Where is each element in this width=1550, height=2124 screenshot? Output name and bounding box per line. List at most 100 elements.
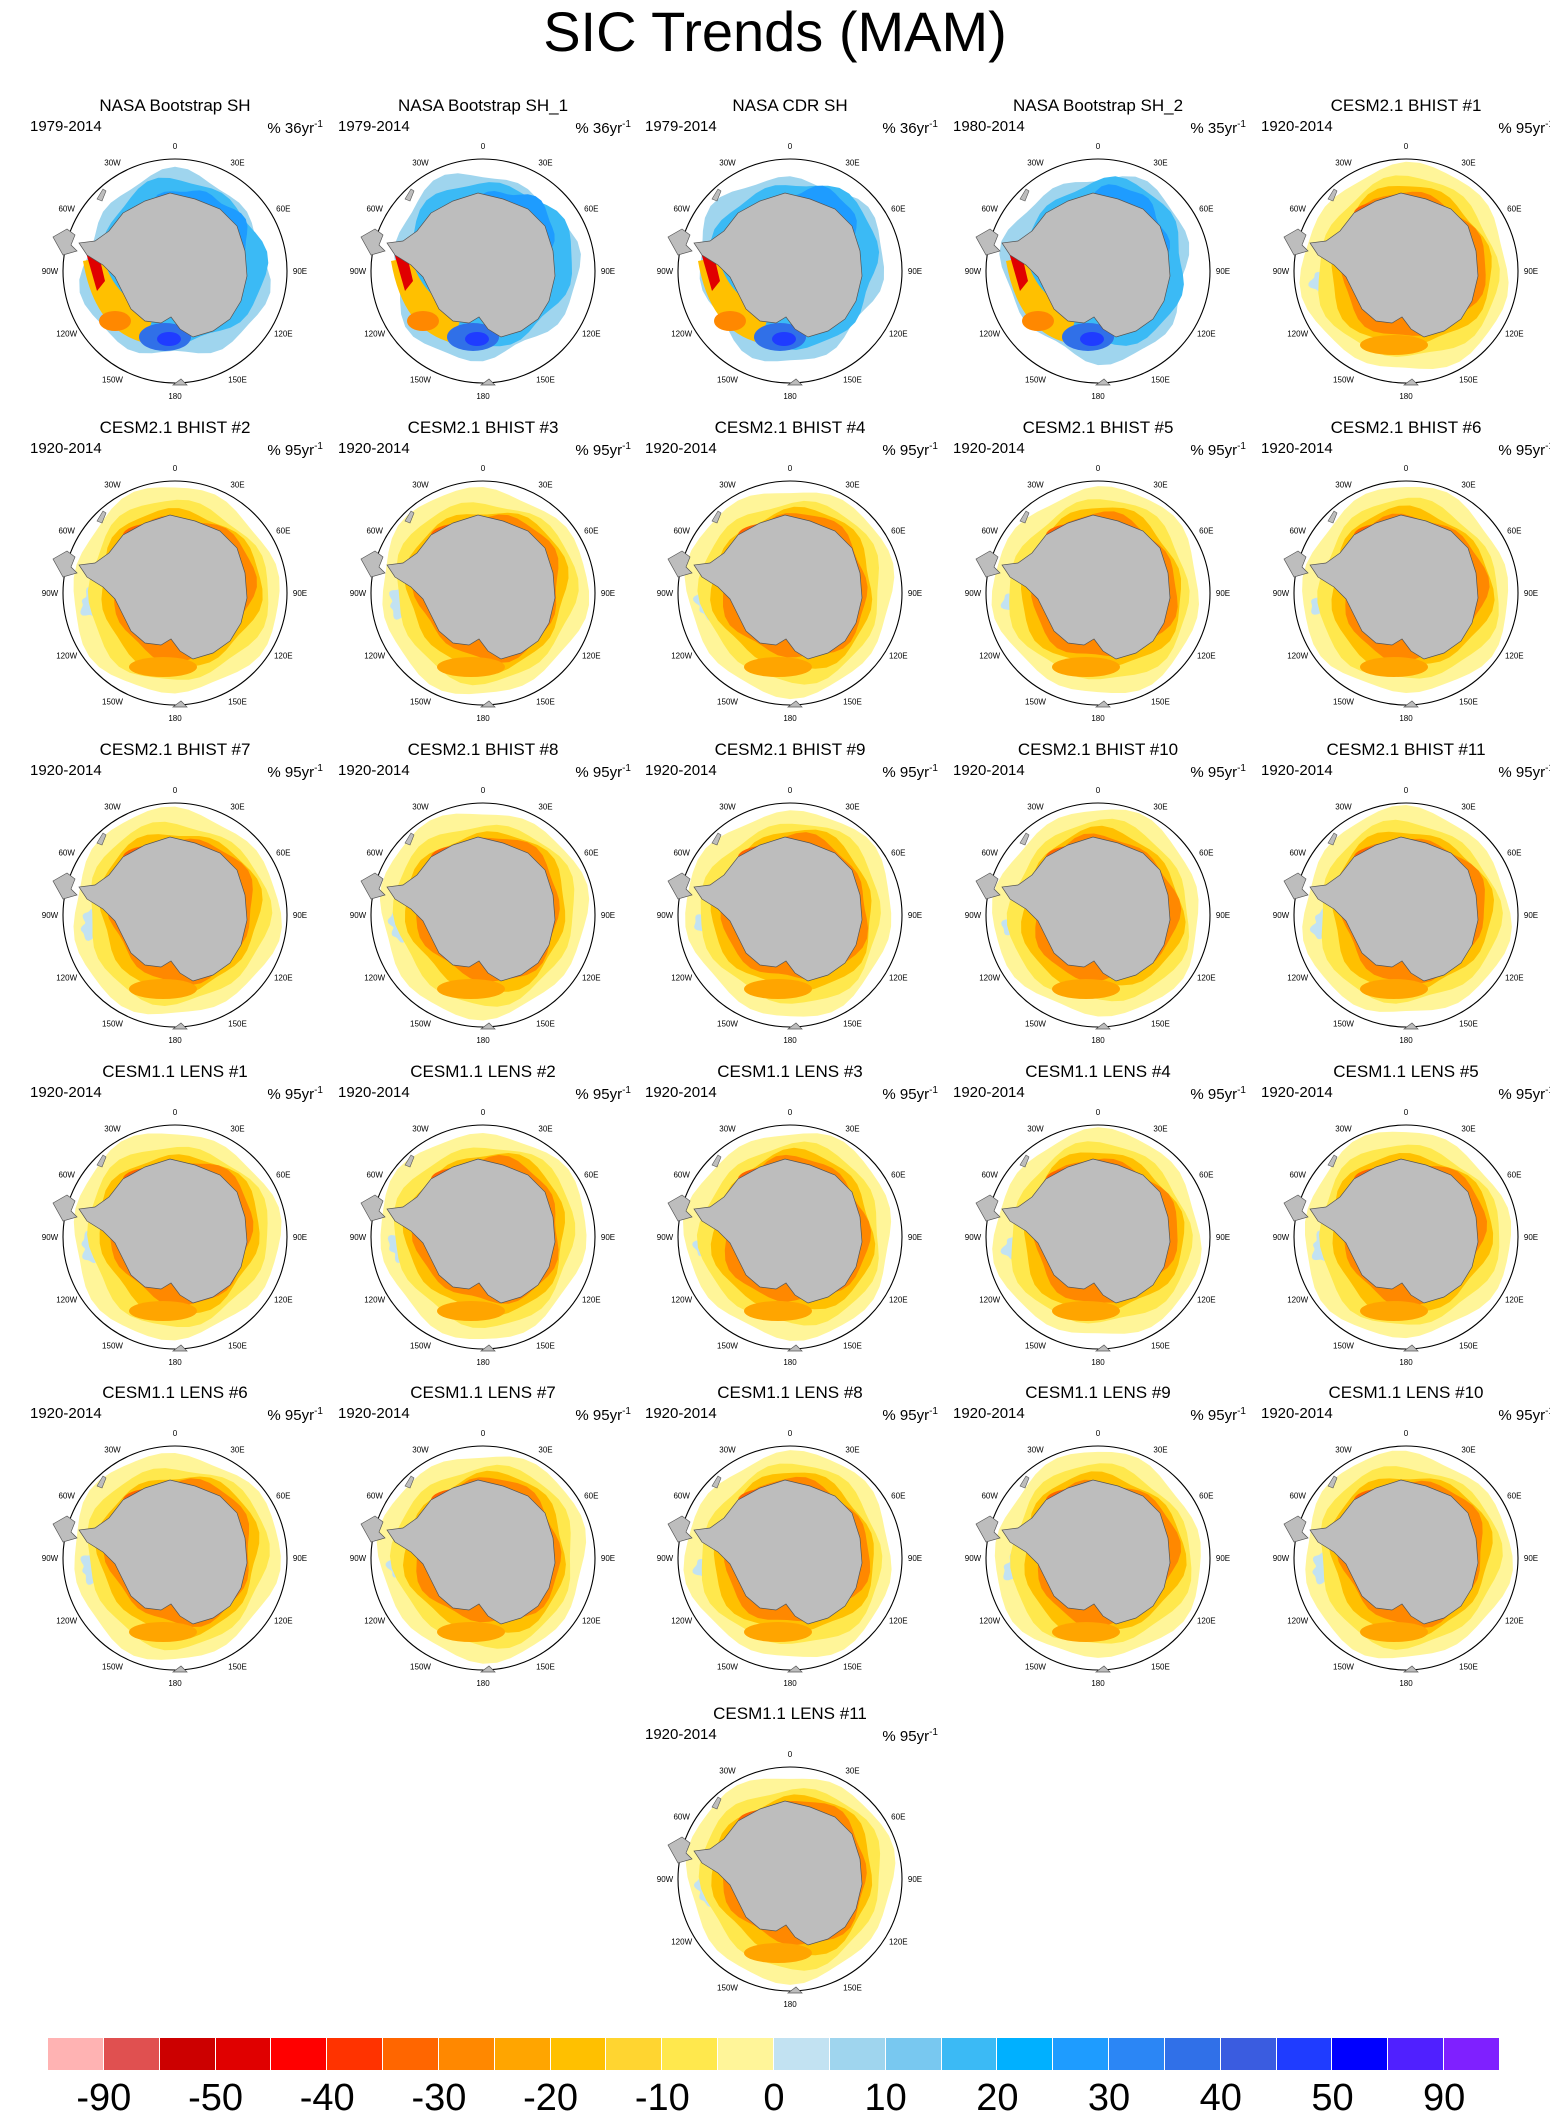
longitude-label: 180 — [476, 1036, 490, 1045]
panel-title: NASA Bootstrap SH_1 — [397, 96, 569, 115]
map-panel: 0 30E 60E 90E 120E 150E 180 150W 120W 90W 60W 30W CE… — [640, 1062, 940, 1367]
panel-units: % 95yr-1 — [575, 1406, 631, 1424]
colorbar-label: 0 — [763, 2077, 785, 2119]
new-zealand-landmass — [479, 1022, 496, 1030]
longitude-label: 180 — [168, 1036, 182, 1045]
antarctica-landmass — [1001, 192, 1171, 338]
panel-units: % 95yr-1 — [575, 441, 631, 459]
panel-units: % 95yr-1 — [1498, 441, 1550, 459]
falkland-islands — [1327, 1154, 1338, 1168]
map-panel: 0 30E 60E 90E 120E 150E 180 150W 120W 90W 60W 30W CE… — [1256, 96, 1550, 401]
polar-map: 0 30E 60E 90E 120E 150E 180 150W 120W 90W 60W 30W — [657, 1429, 922, 1688]
longitude-label: 30E — [1461, 1125, 1475, 1134]
longitude-label: 120E — [1505, 1617, 1524, 1626]
longitude-label: 30E — [1461, 803, 1475, 812]
new-zealand-landmass — [786, 700, 803, 708]
polar-map: 0 30E 60E 90E 120E 150E 180 150W 120W 90W 60W 30W — [350, 464, 615, 723]
south-america-landmass — [360, 872, 386, 900]
panel-years: 1920-2014 — [338, 1405, 410, 1422]
longitude-label: 0 — [788, 786, 793, 795]
map-panel: 0 30E 60E 90E 120E 150E 180 150W 120W 90W 60W 30W CE… — [1256, 1383, 1550, 1688]
longitude-label: 180 — [476, 392, 490, 401]
antarctica-landmass — [1001, 514, 1171, 660]
longitude-label: 120W — [1287, 1617, 1308, 1626]
longitude-label: 120W — [979, 1296, 1000, 1305]
colorbar-swatch — [773, 2038, 830, 2070]
panel-title: CESM1.1 LENS #1 — [102, 1062, 248, 1081]
colorbar-label: -90 — [76, 2077, 132, 2119]
falkland-islands — [404, 1154, 415, 1168]
longitude-label: 90W — [350, 1233, 367, 1242]
longitude-label: 60W — [1289, 527, 1306, 536]
longitude-label: 0 — [788, 1750, 793, 1759]
longitude-label: 90E — [1216, 1554, 1230, 1563]
longitude-label: 0 — [173, 464, 178, 473]
longitude-label: 90E — [601, 267, 615, 276]
longitude-label: 90W — [1273, 1233, 1290, 1242]
antarctica-landmass — [386, 192, 556, 338]
longitude-label: 120E — [582, 1296, 601, 1305]
longitude-label: 60W — [58, 527, 75, 536]
south-america-landmass — [975, 1194, 1001, 1222]
polar-map: 0 30E 60E 90E 120E 150E 180 150W 120W 90W 60W 30W — [1273, 786, 1538, 1045]
longitude-label: 30W — [1335, 481, 1352, 490]
longitude-label: 120E — [274, 1617, 293, 1626]
longitude-label: 60W — [981, 1171, 998, 1180]
longitude-label: 150W — [1333, 1019, 1354, 1028]
longitude-label: 180 — [1091, 1358, 1105, 1367]
longitude-label: 0 — [481, 142, 486, 151]
longitude-label: 180 — [476, 1679, 490, 1688]
longitude-label: 60E — [1199, 849, 1213, 858]
longitude-label: 60W — [981, 527, 998, 536]
falkland-islands — [1327, 1475, 1338, 1489]
longitude-label: 180 — [476, 1358, 490, 1367]
south-america-landmass — [667, 550, 693, 578]
longitude-label: 0 — [173, 1108, 178, 1117]
longitude-label: 30E — [230, 1125, 244, 1134]
longitude-label: 90W — [42, 911, 59, 920]
longitude-label: 180 — [168, 1679, 182, 1688]
south-america-landmass — [52, 872, 78, 900]
antarctica-landmass — [1309, 514, 1479, 660]
longitude-label: 90W — [42, 1554, 59, 1563]
longitude-label: 30W — [1335, 159, 1352, 168]
longitude-label: 150W — [717, 1019, 738, 1028]
longitude-label: 0 — [173, 142, 178, 151]
longitude-label: 90E — [601, 1554, 615, 1563]
longitude-label: 0 — [1096, 464, 1101, 473]
longitude-label: 120E — [889, 974, 908, 983]
polar-map: 0 30E 60E 90E 120E 150E 180 150W 120W 90W 60W 30W — [965, 1108, 1230, 1367]
panel-title: CESM1.1 LENS #10 — [1328, 1383, 1484, 1402]
colorbar-label: 30 — [1087, 2077, 1131, 2119]
longitude-label: 120E — [1505, 1296, 1524, 1305]
longitude-label: 120E — [582, 652, 601, 661]
longitude-label: 90W — [965, 911, 982, 920]
panel-units: % 95yr-1 — [1190, 763, 1246, 781]
longitude-label: 60W — [366, 849, 383, 858]
longitude-label: 60W — [1289, 1171, 1306, 1180]
polar-map: 0 30E 60E 90E 120E 150E 180 150W 120W 90W 60W 30W — [657, 1108, 922, 1367]
new-zealand-landmass — [1402, 700, 1419, 708]
antarctica-landmass — [386, 514, 556, 660]
longitude-label: 0 — [788, 1108, 793, 1117]
longitude-label: 30W — [1027, 1446, 1044, 1455]
panel-units: % 36yr-1 — [882, 119, 938, 137]
longitude-label: 120W — [364, 974, 385, 983]
panel-years: 1920-2014 — [1261, 440, 1333, 457]
south-america-landmass — [52, 1515, 78, 1543]
longitude-label: 120E — [582, 974, 601, 983]
longitude-label: 60W — [981, 849, 998, 858]
south-america-landmass — [52, 1194, 78, 1222]
map-panel: 0 30E 60E 90E 120E 150E 180 150W 120W 90W 60W 30W CE… — [640, 418, 940, 723]
longitude-label: 120W — [671, 330, 692, 339]
longitude-label: 60W — [673, 1492, 690, 1501]
panel-title: CESM1.1 LENS #4 — [1025, 1062, 1171, 1081]
new-zealand-landmass — [786, 1665, 803, 1673]
longitude-label: 150W — [717, 1662, 738, 1671]
longitude-label: 60E — [584, 1492, 598, 1501]
colorbar-label: -40 — [299, 2077, 355, 2119]
map-panel-grid: 0 30E 60E 90E 120E 150E 180 150W 120W 90W 60W 30W NA… — [30, 96, 1550, 2009]
panel-units: % 95yr-1 — [267, 1406, 323, 1424]
longitude-label: 60E — [276, 527, 290, 536]
longitude-label: 120E — [1505, 330, 1524, 339]
